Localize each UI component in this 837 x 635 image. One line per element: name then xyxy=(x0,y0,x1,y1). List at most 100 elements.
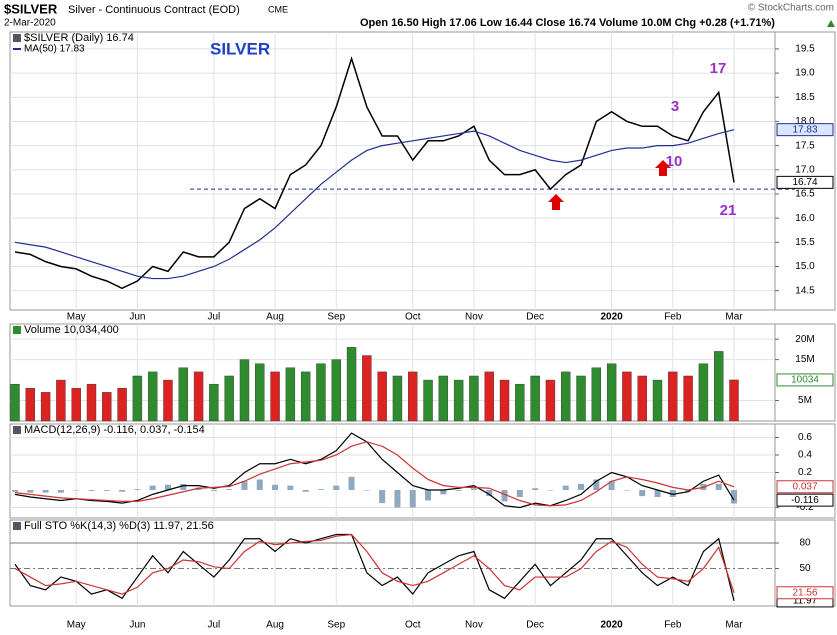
x-tick-label: Jun xyxy=(129,620,145,631)
last-value-label: -0.116 xyxy=(791,495,819,506)
axis-strip xyxy=(774,323,836,422)
y-tick-label: 0.6 xyxy=(798,432,812,443)
y-tick-label: 16.0 xyxy=(795,213,815,224)
histogram-bar xyxy=(455,489,462,491)
histogram-bar xyxy=(180,483,187,490)
x-tick-label: May xyxy=(67,312,86,323)
volume-bar xyxy=(224,375,234,422)
x-tick-label: Mar xyxy=(725,620,743,631)
volume-bar xyxy=(545,379,556,422)
last-value-label: 11.97 xyxy=(793,596,818,607)
volume-bar xyxy=(132,375,143,422)
volume-bar xyxy=(469,375,479,422)
histogram-bar xyxy=(302,489,309,492)
volume-bar xyxy=(591,367,602,422)
last-value-box xyxy=(776,493,834,507)
x-tick-label: Nov xyxy=(465,620,483,631)
panel-subtitle: MA(50) 17.83 xyxy=(24,44,85,55)
histogram-bar xyxy=(164,484,171,490)
series-line xyxy=(14,441,735,507)
volume-bar xyxy=(392,375,403,422)
x-tick-label: Oct xyxy=(405,620,421,631)
series-line xyxy=(14,129,735,280)
histogram-bar xyxy=(333,485,340,490)
volume-bar xyxy=(729,379,739,422)
last-value-label: 0.037 xyxy=(792,481,817,492)
histogram-bar xyxy=(348,476,355,490)
histogram-bar xyxy=(593,479,600,490)
y-tick-label: 15M xyxy=(795,354,814,365)
histogram-bar xyxy=(486,489,493,497)
histogram-bar xyxy=(425,489,432,501)
histogram-bar xyxy=(532,488,539,490)
last-value-box xyxy=(776,123,834,137)
y-tick-label: 17.5 xyxy=(795,140,815,151)
y-tick-label: 80 xyxy=(799,538,811,549)
volume-bar xyxy=(561,371,571,422)
histogram-bar xyxy=(685,489,692,492)
x-tick-label: Dec xyxy=(526,312,544,323)
volume-bar xyxy=(25,388,35,422)
y-tick-label: 19.5 xyxy=(795,44,815,55)
volume-bar xyxy=(239,359,250,422)
y-tick-label: 14.5 xyxy=(795,285,815,296)
volume-bar xyxy=(652,379,663,422)
histogram-bar xyxy=(379,489,386,504)
legend-icon xyxy=(13,522,21,530)
histogram-bar xyxy=(547,489,554,491)
x-tick-label: Sep xyxy=(327,620,345,631)
volume-bar xyxy=(453,379,464,422)
histogram-bar xyxy=(256,479,263,490)
volume-bar xyxy=(576,375,586,422)
volume-bar xyxy=(316,363,326,422)
volume-bar xyxy=(40,392,51,422)
volume-bar xyxy=(56,379,66,422)
histogram-bar xyxy=(654,489,661,497)
series-line xyxy=(14,533,735,595)
volume-bar xyxy=(408,371,418,422)
x-tick-label: 2020 xyxy=(600,312,623,323)
histogram-bar xyxy=(42,489,49,493)
volume-bar xyxy=(423,379,433,422)
histogram-bar xyxy=(639,489,646,497)
y-tick-label: 15.5 xyxy=(795,237,815,248)
histogram-bar xyxy=(715,483,722,490)
volume-bar xyxy=(102,392,112,422)
y-tick-label: 15.0 xyxy=(795,261,815,272)
last-value-label: 16.74 xyxy=(792,177,817,188)
volume-bar xyxy=(86,383,97,422)
last-value-box xyxy=(776,480,834,494)
histogram-bar xyxy=(103,489,110,491)
histogram-bar xyxy=(287,485,294,490)
volume-bar xyxy=(515,383,525,422)
last-value-label: 10034 xyxy=(791,375,819,386)
histogram-bar xyxy=(134,489,141,490)
histogram-bar xyxy=(470,488,477,490)
legend-icon xyxy=(13,426,21,434)
last-value-box xyxy=(776,175,834,189)
x-tick-label: 2020 xyxy=(600,620,623,631)
volume-bar xyxy=(209,383,219,422)
last-value-label: 21.56 xyxy=(792,587,817,598)
volume-bar xyxy=(622,371,632,422)
histogram-bar xyxy=(57,489,64,493)
volume-bar xyxy=(698,363,709,422)
annotation: 21 xyxy=(720,202,737,219)
volume-bar xyxy=(270,371,280,422)
x-tick-label: Feb xyxy=(664,312,682,323)
histogram-bar xyxy=(440,489,447,495)
histogram-bar xyxy=(731,489,737,504)
x-tick-label: Aug xyxy=(266,620,284,631)
legend-icon xyxy=(13,326,21,334)
y-tick-label: 17.0 xyxy=(795,164,815,175)
x-tick-label: May xyxy=(67,620,86,631)
arrow xyxy=(655,160,671,176)
panel-title: Full STO %K(14,3) %D(3) 11.97, 21.56 xyxy=(24,520,214,532)
panel-title: Volume 10,034,400 xyxy=(24,324,119,336)
histogram-bar xyxy=(27,489,34,493)
histogram-bar xyxy=(317,489,324,490)
histogram-bar xyxy=(562,485,569,490)
volume-bar xyxy=(362,355,372,422)
annotations: SILVER 17 3 10 21 xyxy=(210,39,736,218)
last-value-label: 17.83 xyxy=(792,124,817,135)
